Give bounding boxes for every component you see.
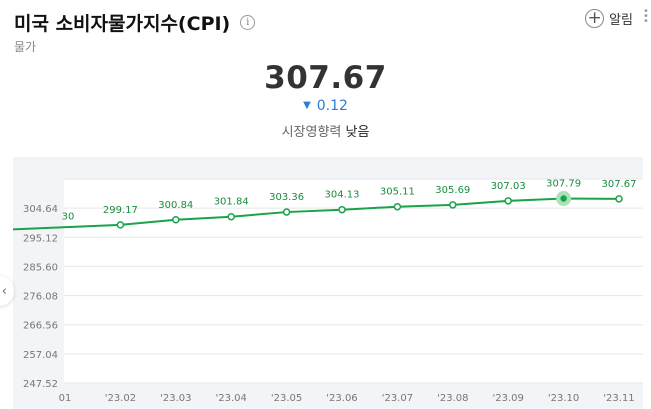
y-tick-label: 304.64 — [23, 204, 58, 215]
y-tick-label: 257.04 — [23, 350, 58, 361]
down-triangle-icon: ▼ — [303, 100, 311, 111]
x-tick-label: 01 — [59, 393, 72, 404]
y-tick-label: 295.12 — [23, 233, 58, 244]
y-tick-label: 247.52 — [23, 379, 58, 390]
y-tick-label: 285.60 — [23, 262, 58, 273]
market-impact: 시장영향력 낮음 — [0, 121, 651, 140]
indicator-change: ▼ 0.12 — [0, 98, 651, 114]
title-text: 미국 소비자물가지수(CPI) — [14, 13, 231, 35]
category-label: 물가 — [14, 40, 37, 54]
x-tick-label: '23.07 — [382, 393, 413, 404]
y-tick-label: 276.08 — [23, 292, 58, 303]
chevron-left-icon: ‹ — [1, 283, 7, 299]
data-label: 303.36 — [269, 192, 304, 203]
x-tick-label: '23.05 — [271, 393, 302, 404]
data-label: 305.69 — [435, 185, 470, 196]
alarm-label: 알림 — [609, 13, 633, 28]
x-tick-label: '23.08 — [437, 393, 468, 404]
data-point — [282, 208, 291, 216]
plot-background — [64, 179, 643, 383]
impact-label: 시장영향력 — [281, 125, 342, 140]
data-point — [393, 202, 402, 211]
x-tick-label: '23.09 — [493, 393, 524, 404]
data-label: 300.84 — [158, 200, 193, 211]
data-label: 307.67 — [602, 179, 637, 190]
data-label: 305.11 — [380, 187, 415, 198]
data-point — [449, 201, 457, 209]
y-tick-label: 266.56 — [23, 321, 58, 332]
data-label: 307.03 — [491, 181, 526, 192]
x-tick-label: '23.06 — [326, 393, 357, 404]
cpi-line-chart: 304.64 295.12 285.60 276.08 266.56 257.04 247.… — [13, 178, 643, 404]
x-tick-label: '23.03 — [160, 393, 191, 404]
data-label: 304.13 — [325, 190, 360, 201]
data-point — [172, 216, 180, 224]
data-point — [615, 195, 623, 203]
change-value: 0.12 — [316, 98, 348, 114]
data-point — [338, 205, 346, 214]
x-tick-label: '23.10 — [548, 393, 579, 404]
page-title: 미국 소비자물가지수(CPI) i — [14, 9, 256, 36]
data-point — [227, 212, 235, 221]
data-label: 30 — [62, 212, 75, 223]
impact-value: 낮음 — [345, 125, 370, 140]
alarm-button[interactable]: + 알림 — [585, 9, 633, 28]
x-tick-label: '23.11 — [603, 393, 634, 404]
x-tick-label: '23.04 — [216, 393, 247, 404]
prev-button[interactable]: ‹ — [0, 276, 14, 306]
plus-icon: + — [585, 9, 605, 28]
chart-area: 304.64 295.12 285.60 276.08 266.56 257.04 247.… — [13, 157, 643, 409]
data-point — [116, 221, 125, 229]
data-point — [504, 197, 512, 205]
data-point — [560, 195, 567, 202]
info-icon[interactable]: i — [240, 15, 256, 30]
more-icon[interactable]: • • • — [643, 6, 649, 27]
x-tick-label: '23.02 — [105, 393, 136, 404]
indicator-value: 307.67 — [264, 60, 387, 96]
data-label: 299.17 — [103, 205, 138, 216]
data-label: 301.84 — [214, 197, 249, 208]
data-label: 307.79 — [546, 179, 581, 190]
